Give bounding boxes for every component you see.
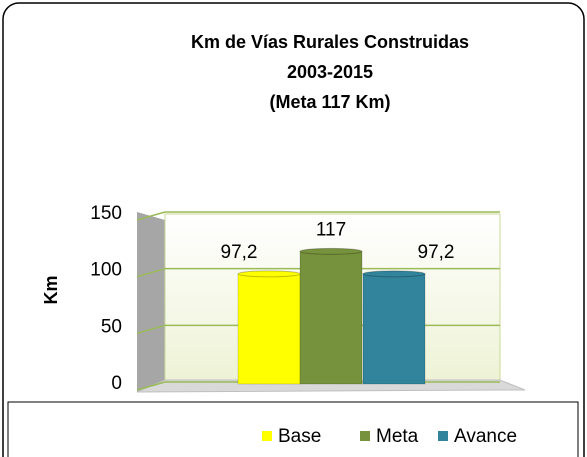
y-axis-label: Km <box>41 275 61 304</box>
bar <box>362 273 426 385</box>
bar-top <box>237 270 301 278</box>
floor <box>136 379 526 393</box>
legend-label: Base <box>278 426 321 447</box>
bar <box>237 273 301 385</box>
data-label: 97,2 <box>221 242 258 263</box>
legend-swatch <box>262 431 272 441</box>
legend-swatch <box>360 431 370 441</box>
legend-label: Meta <box>376 426 419 447</box>
legend-box <box>7 401 579 457</box>
chart-title: Km de Vías Rurales Construidas <box>191 32 469 52</box>
bar-top <box>362 270 426 278</box>
legend-label: Avance <box>454 426 517 447</box>
chart-title: (Meta 117 Km) <box>269 92 390 112</box>
chart-title: 2003-2015 <box>287 62 373 82</box>
grid-line <box>136 381 166 391</box>
y-tick-label: 0 <box>111 373 122 394</box>
data-label: 97,2 <box>418 242 455 263</box>
grid-line <box>136 211 166 221</box>
data-label: 117 <box>316 219 346 240</box>
bar-top <box>299 247 363 255</box>
bar <box>299 250 363 385</box>
y-tick-label: 50 <box>101 316 122 337</box>
side-wall <box>137 212 165 392</box>
y-tick-label: 100 <box>90 260 122 281</box>
y-tick-label: 150 <box>90 203 122 224</box>
grid-line <box>136 324 166 335</box>
grid-line <box>136 267 166 278</box>
legend-swatch <box>438 431 448 441</box>
